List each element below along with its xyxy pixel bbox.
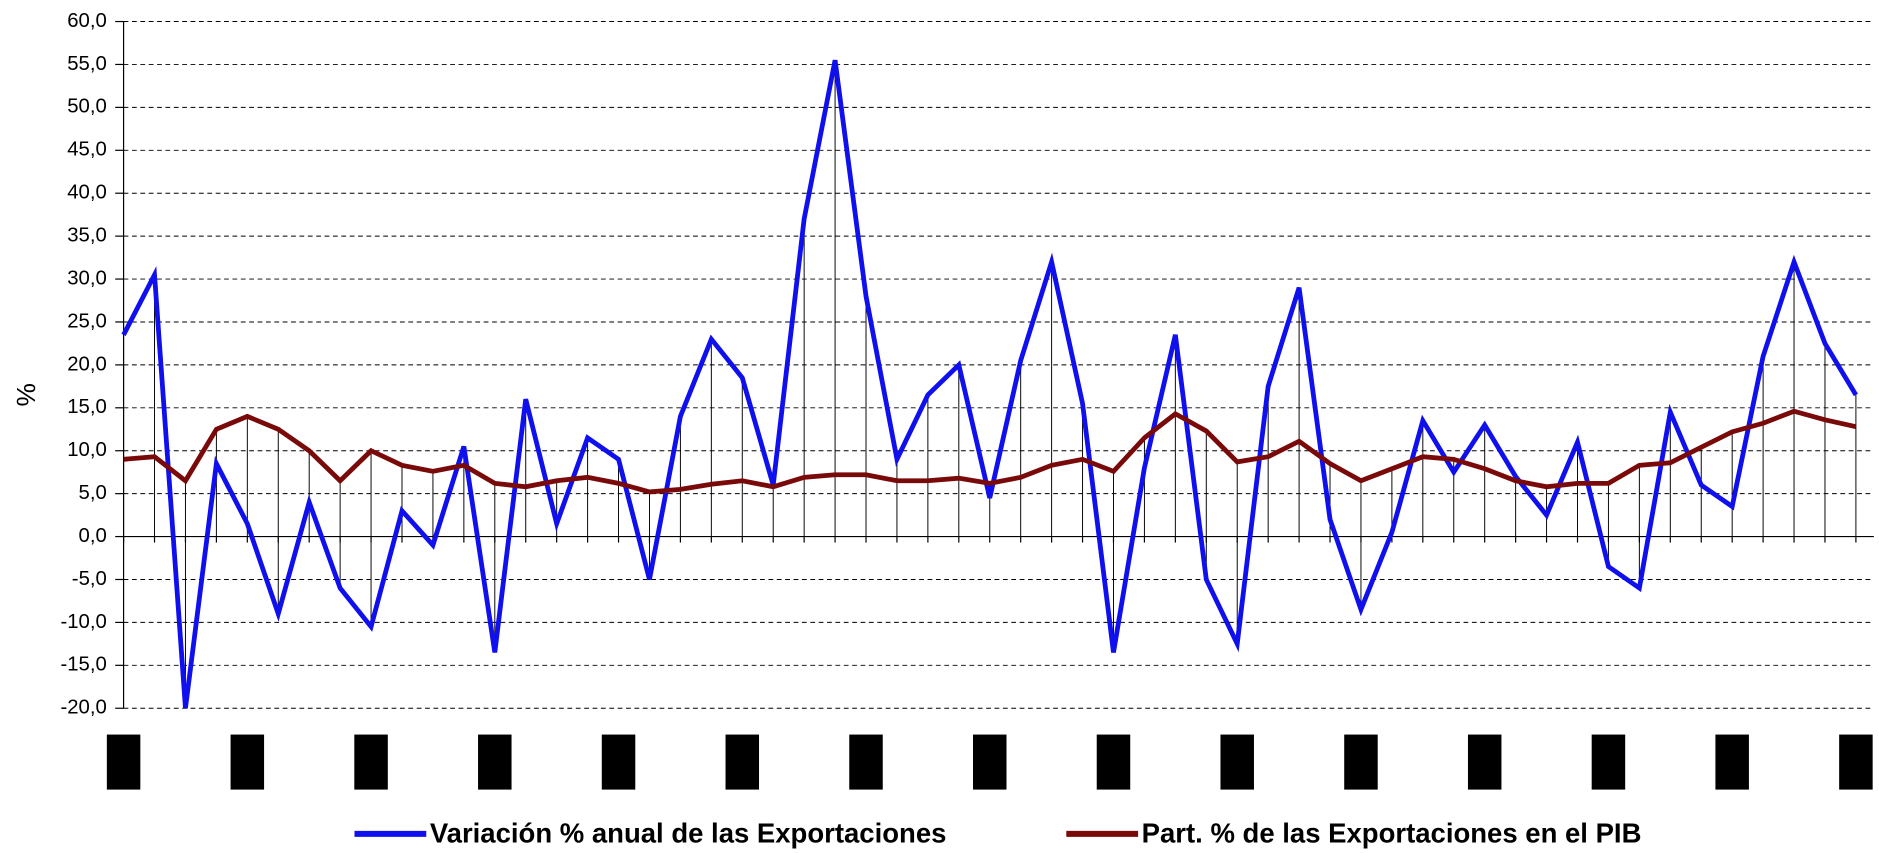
redacted-label [1220, 735, 1253, 790]
legend-label: Part. % de las Exportaciones en el PIB [1142, 817, 1642, 848]
y-tick-label: -20,0 [60, 697, 106, 719]
y-axis-label: % [11, 383, 41, 406]
y-tick-label: 15,0 [67, 396, 107, 418]
redacted-label [107, 735, 140, 790]
y-tick-label: 60,0 [67, 10, 107, 32]
y-tick-label: 45,0 [67, 139, 107, 161]
y-tick-label: 0,0 [79, 525, 107, 547]
redacted-label [973, 735, 1006, 790]
y-tick-label: 55,0 [67, 53, 107, 75]
redacted-label [1468, 735, 1501, 790]
redacted-label [1592, 735, 1625, 790]
page: {"chart_data": { "type": "line", "y_labe… [0, 0, 1879, 853]
y-tick-label: 30,0 [67, 267, 107, 289]
y-tick-label: 50,0 [67, 96, 107, 118]
redacted-label [1097, 735, 1130, 790]
y-tick-label: -15,0 [60, 654, 106, 676]
redacted-label [726, 735, 759, 790]
y-tick-label: 40,0 [67, 182, 107, 204]
redacted-label [478, 735, 511, 790]
redacted-label [1715, 735, 1748, 790]
chart: % -20,0 -15,0 -10,0 -5,0 0,0 5,0 10,0 15,0 20,0 2… [0, 0, 1879, 853]
redacted-label [849, 735, 882, 790]
y-tick-label: 5,0 [79, 482, 107, 504]
legend-label: Variación % anual de las Exportaciones [430, 817, 947, 848]
y-tick-label: 20,0 [67, 353, 107, 375]
redacted-label [354, 735, 387, 790]
series-line [124, 60, 1856, 708]
redacted-label [602, 735, 635, 790]
redacted-label [1344, 735, 1377, 790]
y-tick-label: 10,0 [67, 439, 107, 461]
redacted-label [1839, 735, 1872, 790]
y-tick-label: -10,0 [60, 611, 106, 633]
series-line [124, 411, 1856, 492]
y-tick-label: 35,0 [67, 225, 107, 247]
y-tick-label: 25,0 [67, 310, 107, 332]
redacted-label [231, 735, 264, 790]
y-tick-label: -5,0 [72, 568, 107, 590]
